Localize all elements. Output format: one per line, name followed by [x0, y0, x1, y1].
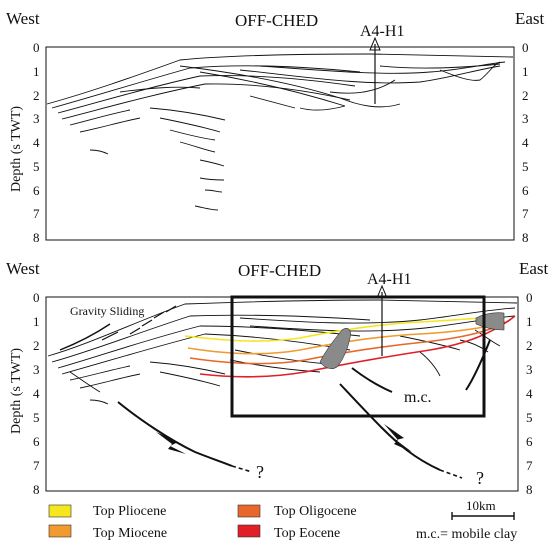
top-right-tick: 3: [522, 111, 529, 126]
bottom-well-label: A4-H1: [367, 271, 411, 288]
horizon-top-pliocene: [184, 315, 503, 342]
fault-question-mark-left: ?: [256, 462, 264, 482]
legend-label-pliocene: Top Pliocene: [93, 504, 166, 519]
top-right-tick: 7: [522, 206, 529, 221]
horizon-top-oligocene: [189, 319, 511, 365]
top-right-tick: 2: [522, 88, 529, 103]
bottom-left-tick: 8: [33, 482, 40, 497]
mobile-clay-note: m.c.= mobile clay: [416, 527, 517, 542]
top-left-tick: 3: [33, 111, 40, 126]
legend-label-eocene: Top Eocene: [274, 526, 340, 541]
bottom-right-tick: 3: [526, 362, 533, 377]
top-left-tick: 4: [33, 135, 40, 150]
mobile-clay-label: m.c.: [404, 389, 432, 406]
legend-swatch-oligocene: [237, 504, 261, 518]
top-right-tick: 8: [522, 230, 529, 245]
bottom-right-tick: 8: [526, 482, 533, 497]
bottom-faults: [59, 323, 491, 471]
bottom-title: OFF-CHED: [238, 261, 321, 280]
bottom-left-depth-axis: 0 1 2 3 4 5 6 7 8: [33, 290, 40, 497]
top-left-tick: 6: [33, 183, 40, 198]
top-right-tick: 5: [522, 159, 529, 174]
bottom-right-tick: 4: [526, 386, 533, 401]
top-right-tick: 6: [522, 183, 529, 198]
bottom-left-tick: 6: [33, 434, 40, 449]
top-y-axis-label: Depth (s TWT): [9, 106, 24, 192]
bottom-right-tick: 0: [526, 290, 533, 305]
bottom-left-tick: 7: [33, 458, 40, 473]
fault-arrows: [156, 424, 412, 454]
legend-label-oligocene: Top Oligocene: [274, 504, 357, 519]
bottom-west-label: West: [6, 259, 40, 278]
bottom-reflectors: [47, 299, 518, 405]
top-section: West East OFF-CHED A4-H1 0 1 2 3 4 5 6 7…: [6, 9, 545, 245]
top-well-label: A4-H1: [360, 23, 404, 40]
bottom-left-tick: 3: [33, 362, 40, 377]
top-left-tick: 8: [33, 230, 40, 245]
bottom-section: West East OFF-CHED A4-H1 0 1 2 3 4 5 6 7…: [6, 259, 549, 497]
top-left-tick: 0: [33, 40, 40, 55]
legend-swatch-miocene: [48, 524, 72, 538]
top-left-depth-axis: 0 1 2 3 4 5 6 7 8: [33, 40, 40, 245]
top-reflectors: [46, 53, 514, 211]
top-left-tick: 7: [33, 206, 40, 221]
top-title: OFF-CHED: [235, 11, 318, 30]
horizon-top-miocene: [187, 321, 506, 355]
bottom-right-tick: 2: [526, 338, 533, 353]
gravity-sliding-ticks: [101, 305, 177, 341]
top-seafloor: [46, 53, 514, 105]
top-section-frame: [45, 46, 515, 241]
bottom-right-tick: 1: [526, 314, 533, 329]
bottom-seafloor: [47, 299, 518, 357]
bottom-left-tick: 4: [33, 386, 40, 401]
fault-question-mark-right: ?: [476, 468, 484, 488]
top-right-depth-axis: 0 1 2 3 4 5 6 7 8: [522, 40, 529, 245]
gravity-sliding-annotation: Gravity Sliding: [70, 304, 144, 318]
bottom-left-tick: 1: [33, 314, 40, 329]
bottom-left-tick: 0: [33, 290, 40, 305]
legend-label-miocene: Top Miocene: [93, 526, 167, 541]
bottom-right-tick: 6: [526, 434, 533, 449]
bottom-east-label: East: [519, 259, 549, 278]
legend-swatch-pliocene: [48, 504, 72, 518]
top-right-tick: 4: [522, 135, 529, 150]
fault-dashed-extensions: [231, 465, 463, 479]
bottom-section-frame: [45, 296, 519, 492]
legend-swatch-eocene: [237, 524, 261, 538]
bottom-right-tick: 5: [526, 410, 533, 425]
bottom-y-axis-label: Depth (s TWT): [9, 348, 24, 434]
top-left-tick: 2: [33, 88, 40, 103]
horizon-top-eocene: [199, 315, 516, 378]
bottom-right-depth-axis: 0 1 2 3 4 5 6 7 8: [526, 290, 533, 497]
bottom-right-tick: 7: [526, 458, 533, 473]
top-left-tick: 5: [33, 159, 40, 174]
scale-bar-label: 10km: [466, 498, 496, 513]
bottom-left-tick: 5: [33, 410, 40, 425]
legend: Top Pliocene Top Miocene Top Oligocene T…: [48, 498, 517, 542]
top-east-label: East: [515, 9, 545, 28]
top-well-marker: [369, 36, 381, 104]
top-west-label: West: [6, 9, 40, 28]
bottom-left-tick: 2: [33, 338, 40, 353]
top-right-tick: 0: [522, 40, 529, 55]
top-left-tick: 1: [33, 64, 40, 79]
top-right-tick: 1: [522, 64, 529, 79]
scale-bar: [451, 512, 515, 520]
zoom-outline-box: [230, 295, 486, 418]
